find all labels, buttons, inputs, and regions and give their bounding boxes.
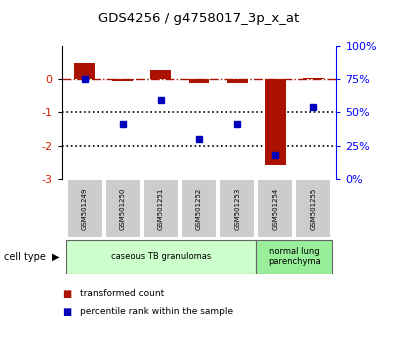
Text: normal lung
parenchyma: normal lung parenchyma	[268, 247, 321, 266]
Bar	[219, 179, 255, 238]
Text: ■: ■	[62, 307, 71, 316]
Bar	[181, 179, 217, 238]
Bar	[295, 179, 332, 238]
Text: ▶: ▶	[52, 252, 59, 262]
Bar	[256, 240, 332, 274]
Bar	[303, 78, 324, 79]
Bar	[66, 179, 103, 238]
Bar	[143, 179, 179, 238]
Text: GSM501252: GSM501252	[196, 188, 202, 230]
Bar	[150, 70, 172, 79]
Bar	[66, 240, 256, 274]
Bar	[258, 179, 293, 238]
Text: transformed count: transformed count	[80, 289, 164, 298]
Bar	[105, 179, 140, 238]
Text: GSM501253: GSM501253	[234, 188, 240, 230]
Text: GSM501251: GSM501251	[158, 188, 164, 230]
Text: caseous TB granulomas: caseous TB granulomas	[111, 252, 211, 261]
Bar	[189, 79, 209, 82]
Bar	[74, 63, 95, 79]
Text: cell type: cell type	[4, 252, 46, 262]
Text: GSM501249: GSM501249	[82, 188, 88, 230]
Bar	[112, 79, 133, 81]
Text: GDS4256 / g4758017_3p_x_at: GDS4256 / g4758017_3p_x_at	[98, 12, 300, 25]
Bar	[265, 79, 286, 166]
Text: GSM501255: GSM501255	[310, 188, 316, 230]
Text: GSM501254: GSM501254	[272, 188, 278, 230]
Text: percentile rank within the sample: percentile rank within the sample	[80, 307, 233, 316]
Bar	[226, 79, 248, 83]
Text: GSM501250: GSM501250	[120, 188, 126, 230]
Text: ■: ■	[62, 289, 71, 299]
